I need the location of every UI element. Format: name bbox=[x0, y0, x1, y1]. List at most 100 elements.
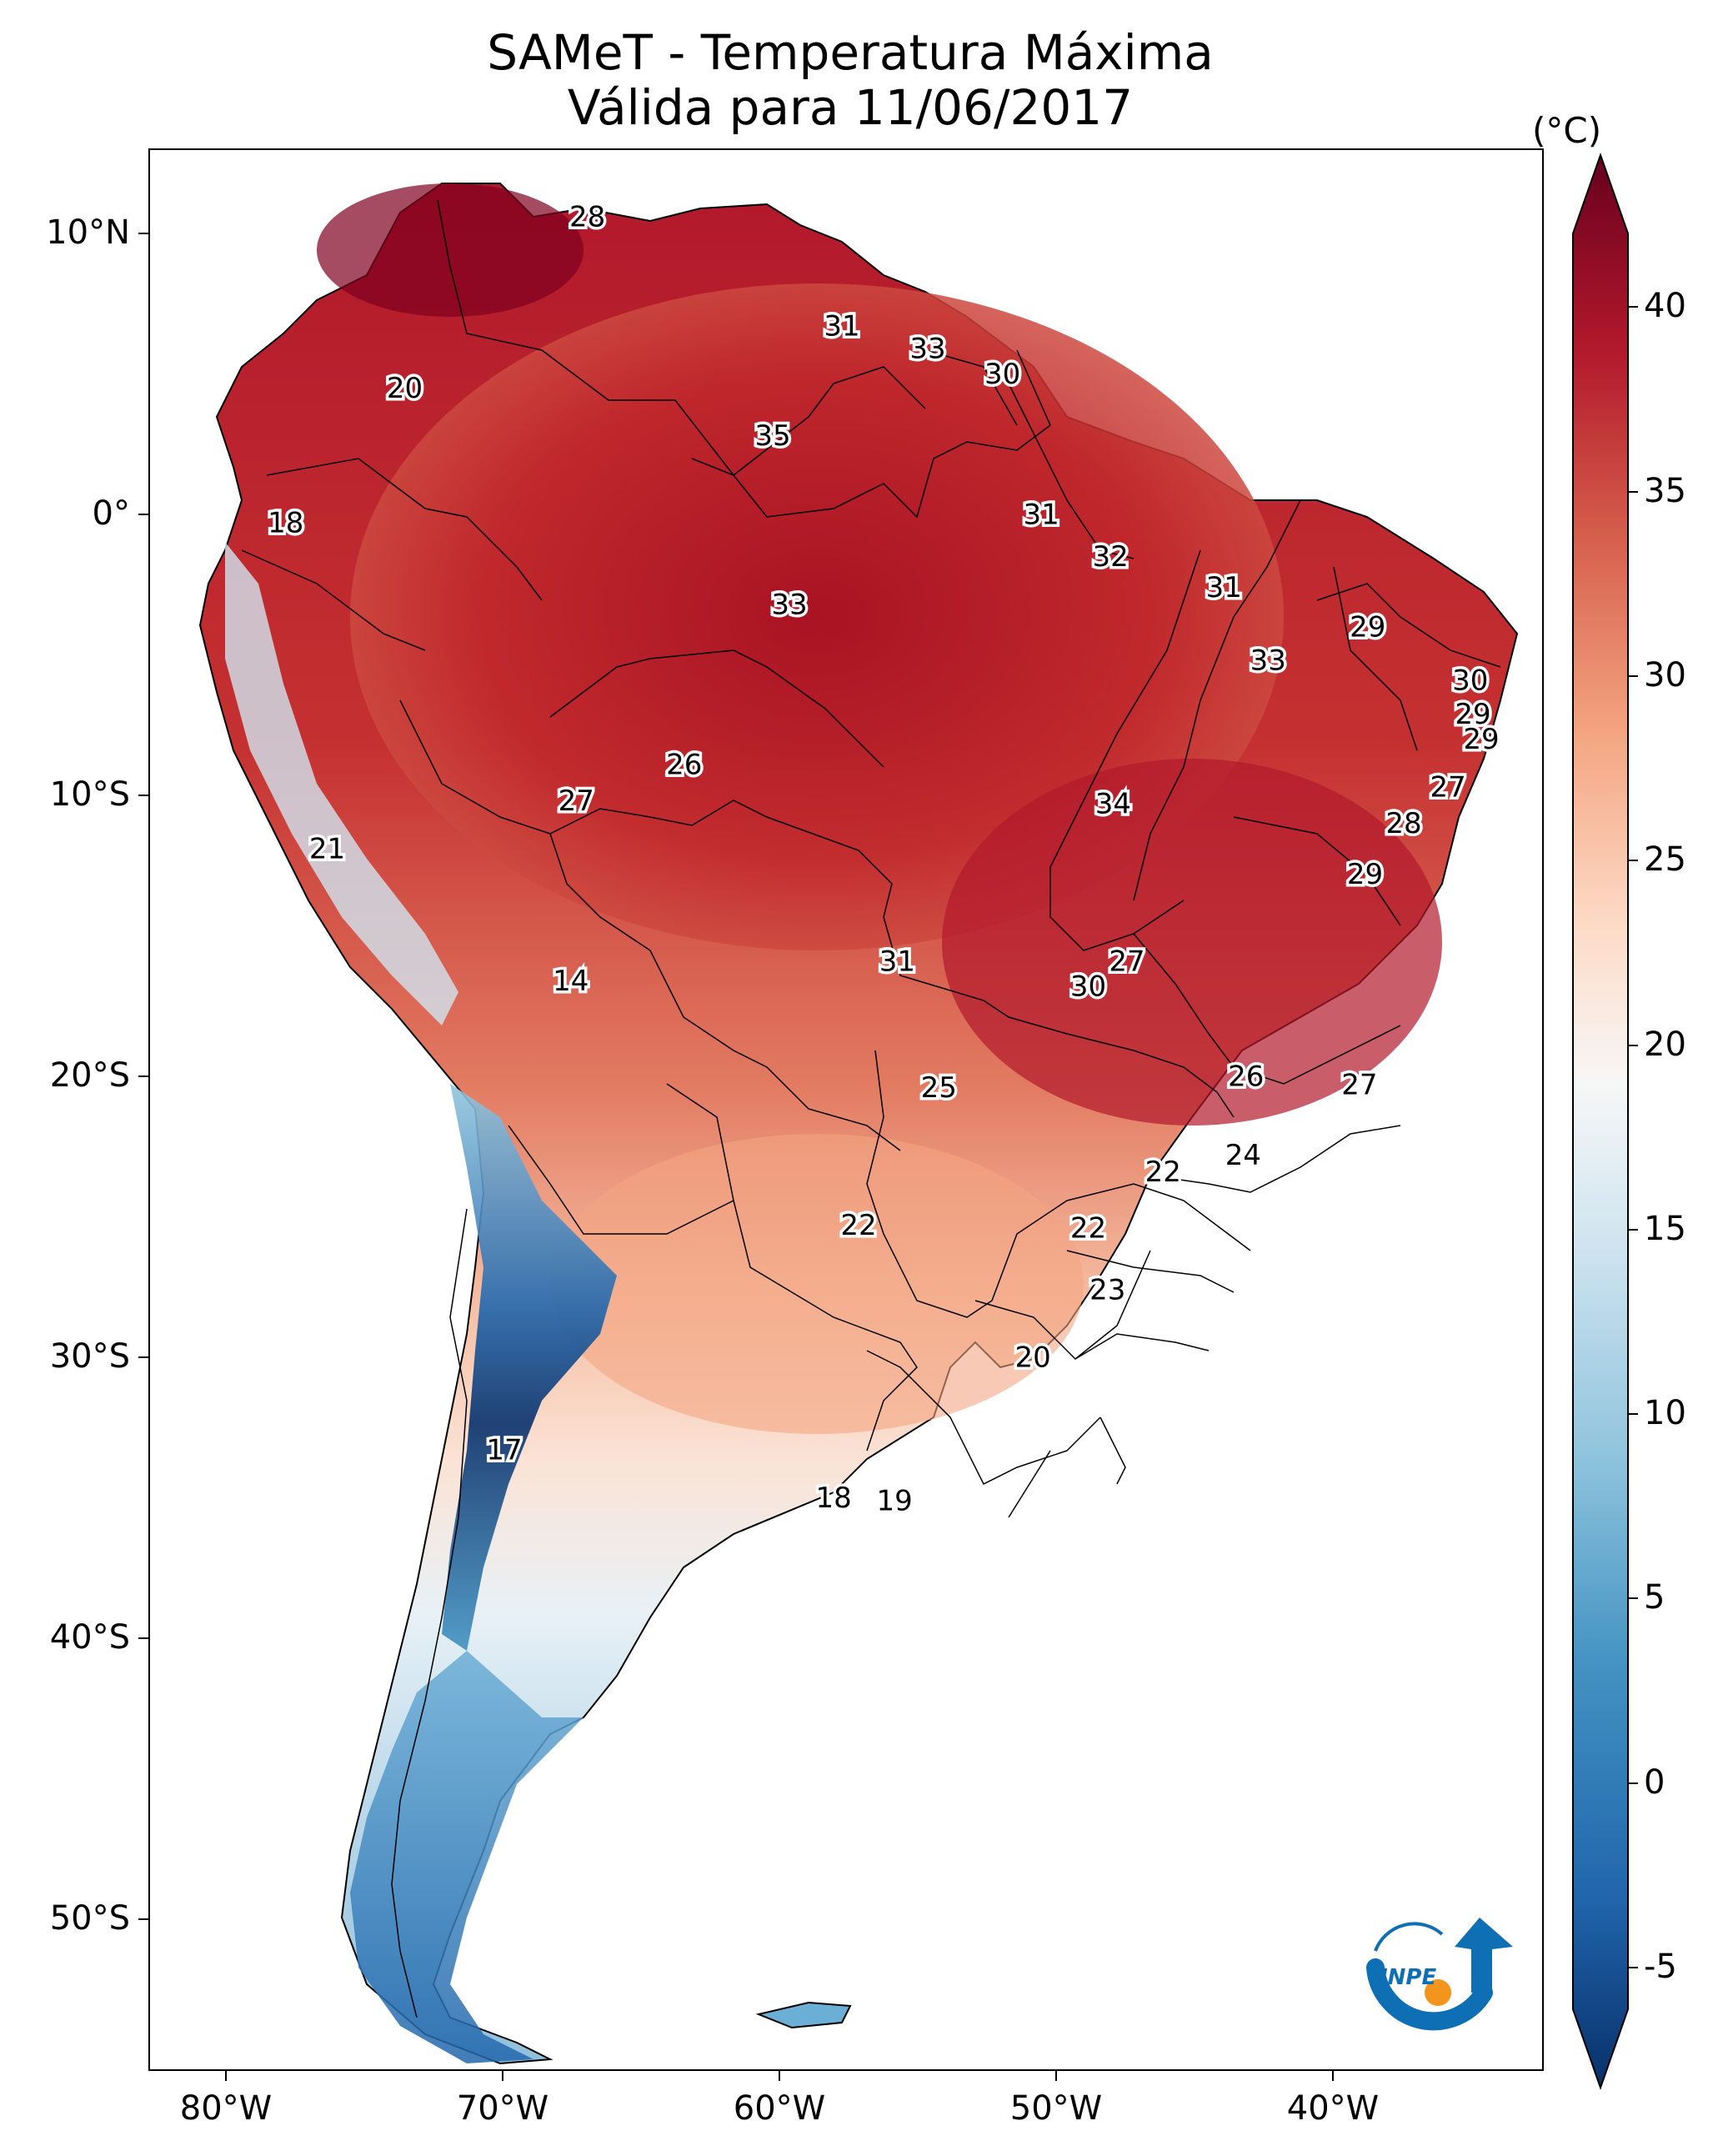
longitude-tick bbox=[1055, 2071, 1057, 2081]
temperature-label: 33 bbox=[771, 588, 807, 621]
latitude-label: 50°S bbox=[49, 1899, 130, 1938]
temperature-label: 24 bbox=[1225, 1139, 1261, 1172]
falkland-islands bbox=[755, 2001, 852, 2029]
inpe-logo-text: INPE bbox=[1380, 1965, 1436, 1990]
temperature-label: 26 bbox=[1228, 1060, 1264, 1094]
temperature-label: 27 bbox=[1341, 1069, 1377, 1102]
temperature-label: 20 bbox=[1014, 1341, 1050, 1375]
temperature-label: 27 bbox=[1109, 945, 1144, 978]
inpe-logo-inner-arc bbox=[1374, 1922, 1444, 1952]
temperature-label: 30 bbox=[984, 358, 1020, 391]
map-panel[interactable]: 28 31 33 30 20 35 18 31 32 31 33 29 33 30 29 29 26 27 27 34… bbox=[148, 148, 1544, 2071]
longitude-tick bbox=[779, 2071, 780, 2081]
temperature-label: 14 bbox=[553, 965, 589, 998]
temperature-label: 26 bbox=[666, 748, 702, 781]
longitude-label: 50°W bbox=[1009, 2089, 1103, 2128]
temperature-label: 18 bbox=[268, 507, 303, 540]
colorbar-label: 15 bbox=[1644, 1209, 1686, 1248]
colorbar-label: 10 bbox=[1644, 1394, 1686, 1433]
latitude-label: 0° bbox=[92, 494, 130, 533]
latitude-tick bbox=[138, 514, 148, 515]
chaco-warm-zone bbox=[550, 1134, 1084, 1434]
colorbar-label: 5 bbox=[1644, 1578, 1665, 1617]
colorbar-label: 0 bbox=[1644, 1762, 1665, 1802]
colorbar bbox=[1572, 152, 1629, 2091]
temperature-label: 31 bbox=[1023, 499, 1059, 532]
temperature-label: 34 bbox=[1095, 788, 1131, 821]
colorbar-label: 35 bbox=[1644, 471, 1686, 510]
map-subtitle-date: Válida para 11/06/2017 bbox=[567, 79, 1134, 136]
temperature-label: 30 bbox=[1452, 664, 1488, 697]
temperature-label: 18 bbox=[815, 1482, 851, 1515]
inpe-logo-arrowhead bbox=[1455, 1918, 1513, 1993]
temperature-label: 31 bbox=[1206, 571, 1242, 604]
caribbean-coast-hot-zone bbox=[317, 183, 584, 317]
temperature-label: 17 bbox=[486, 1434, 522, 1467]
temperature-label: 22 bbox=[1145, 1156, 1181, 1189]
temperature-label: 29 bbox=[1350, 610, 1385, 644]
temperature-label: 35 bbox=[754, 419, 790, 453]
latitude-tick bbox=[138, 795, 148, 796]
colorbar-label: 40 bbox=[1644, 287, 1686, 326]
temperature-label: 21 bbox=[309, 833, 345, 866]
temperature-label: 23 bbox=[1089, 1274, 1125, 1307]
colorbar-tick bbox=[1628, 1228, 1638, 1231]
latitude-label: 10°N bbox=[46, 213, 130, 252]
temperature-label: 33 bbox=[909, 333, 945, 366]
latitude-tick bbox=[138, 233, 148, 234]
colorbar-tick bbox=[1628, 1413, 1638, 1416]
temperature-label: 22 bbox=[1070, 1212, 1106, 1246]
temperature-label: 27 bbox=[1430, 770, 1465, 804]
patagonia-cool-zone bbox=[350, 1651, 584, 2063]
latitude-tick bbox=[138, 1637, 148, 1639]
latitude-tick bbox=[138, 1356, 148, 1358]
temperature-label: 30 bbox=[1070, 970, 1106, 1004]
map-title: SAMeT - Temperatura Máxima bbox=[487, 24, 1214, 81]
temperature-label: 27 bbox=[558, 785, 594, 818]
temperature-label: 33 bbox=[1250, 644, 1286, 678]
temperature-label: 29 bbox=[1455, 698, 1490, 731]
temperature-label: 22 bbox=[840, 1209, 876, 1242]
colorbar-label: 30 bbox=[1644, 656, 1686, 695]
temperature-label: 29 bbox=[1347, 858, 1383, 891]
colorbar-label: 25 bbox=[1644, 840, 1686, 880]
colorbar-tick bbox=[1628, 1967, 1638, 1968]
colorbar-body bbox=[1572, 152, 1629, 2091]
andes-cold-zone bbox=[442, 1084, 617, 1651]
temperature-label: 20 bbox=[387, 372, 423, 405]
colorbar-tick bbox=[1628, 306, 1638, 308]
longitude-label: 40°W bbox=[1286, 2089, 1380, 2128]
longitude-tick bbox=[502, 2071, 503, 2081]
longitude-label: 80°W bbox=[179, 2089, 273, 2128]
inpe-logo-orange-dot bbox=[1425, 1979, 1451, 2006]
temperature-label: 25 bbox=[921, 1071, 957, 1105]
latitude-label: 30°S bbox=[49, 1337, 130, 1376]
amazon-hot-zone bbox=[350, 283, 1284, 950]
temperature-label: 19 bbox=[876, 1484, 912, 1517]
inpe-logo: INPE bbox=[1366, 1918, 1513, 2031]
latitude-tick bbox=[138, 1918, 148, 1920]
colorbar-tick bbox=[1628, 1044, 1638, 1046]
inpe-logo-arc bbox=[1366, 1958, 1493, 2031]
temperature-label: 28 bbox=[569, 200, 605, 233]
temperature-label: 29 bbox=[1463, 723, 1499, 756]
longitude-label: 60°W bbox=[733, 2089, 826, 2128]
temperature-label: 32 bbox=[1092, 540, 1128, 574]
colorbar-tick bbox=[1628, 1782, 1638, 1784]
latitude-label: 10°S bbox=[49, 775, 130, 814]
colorbar-tick bbox=[1628, 860, 1638, 862]
latitude-label: 20°S bbox=[49, 1056, 130, 1095]
latitude-label: 40°S bbox=[49, 1618, 130, 1657]
colorbar-tick bbox=[1628, 490, 1638, 493]
andes-north-cold-strip bbox=[225, 542, 458, 1025]
temperature-label: 31 bbox=[824, 310, 859, 343]
longitude-tick bbox=[1332, 2071, 1334, 2081]
colorbar-label: -5 bbox=[1644, 1948, 1677, 1986]
temperature-label: 31 bbox=[879, 945, 915, 978]
colorbar-tick bbox=[1628, 1597, 1638, 1600]
temperature-label: 28 bbox=[1385, 807, 1421, 840]
longitude-tick bbox=[225, 2071, 227, 2081]
colorbar-unit: (°C) bbox=[1532, 110, 1602, 151]
